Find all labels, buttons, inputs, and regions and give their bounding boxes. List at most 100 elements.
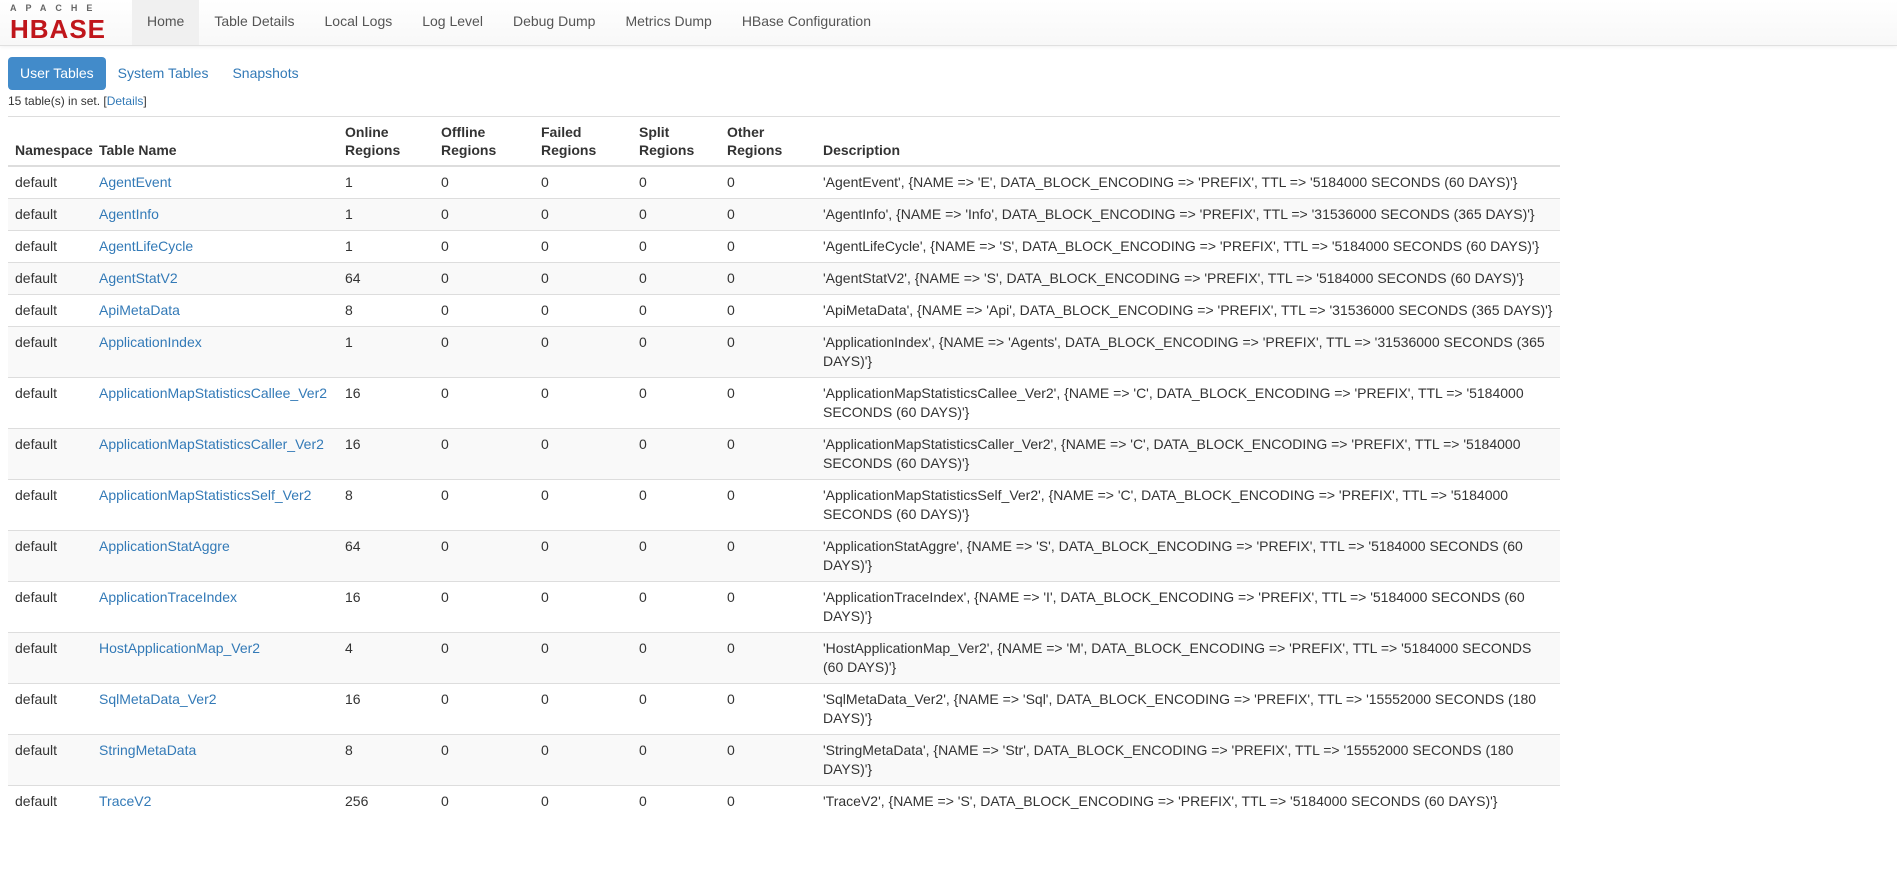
col-online-regions: Online Regions	[338, 116, 434, 167]
table-link[interactable]: AgentInfo	[99, 206, 159, 222]
tab-snapshots[interactable]: Snapshots	[232, 65, 299, 81]
cell-table-name: SqlMetaData_Ver2	[94, 683, 338, 735]
cell-other-regions: 0	[720, 294, 816, 327]
cell-online-regions: 4	[338, 632, 434, 684]
cell-other-regions: 0	[720, 428, 816, 480]
cell-split-regions: 0	[632, 785, 720, 817]
logo-hbase: HBASE	[10, 14, 107, 44]
cell-online-regions: 64	[338, 530, 434, 582]
cell-description: 'ApplicationTraceIndex', {NAME => 'I', D…	[816, 581, 1560, 633]
table-row: default TraceV2 256 0 0 0 0 'TraceV2', {NAME =>…	[8, 785, 1560, 817]
cell-split-regions: 0	[632, 734, 720, 786]
table-row: default ApplicationMapStatisticsCaller_Ve…	[8, 428, 1560, 480]
table-link[interactable]: ApiMetaData	[99, 302, 180, 318]
cell-namespace: default	[8, 428, 94, 480]
cell-other-regions: 0	[720, 734, 816, 786]
cell-other-regions: 0	[720, 198, 816, 231]
cell-table-name: StringMetaData	[94, 734, 338, 786]
cell-failed-regions: 0	[534, 230, 632, 263]
cell-other-regions: 0	[720, 262, 816, 295]
table-link[interactable]: ApplicationIndex	[99, 334, 202, 350]
table-link[interactable]: StringMetaData	[99, 742, 197, 758]
cell-description: 'ApplicationMapStatisticsCallee_Ver2', {…	[816, 377, 1560, 429]
table-row: default AgentInfo 1 0 0 0 0 'AgentInfo', {NAME …	[8, 198, 1560, 231]
cell-offline-regions: 0	[434, 165, 534, 199]
table-link[interactable]: ApplicationStatAggre	[99, 538, 230, 554]
col-table-name: Table Name	[94, 116, 338, 167]
table-count-text: 15 table(s) in set. [	[8, 94, 107, 108]
table-link[interactable]: AgentEvent	[99, 174, 172, 190]
tab-user-tables[interactable]: User Tables	[8, 57, 106, 90]
cell-split-regions: 0	[632, 326, 720, 378]
table-link[interactable]: AgentStatV2	[99, 270, 178, 286]
cell-description: 'AgentInfo', {NAME => 'Info', DATA_BLOCK…	[816, 198, 1560, 231]
cell-description: 'AgentLifeCycle', {NAME => 'S', DATA_BLO…	[816, 230, 1560, 263]
nav-hbase-configuration[interactable]: HBase Configuration	[741, 13, 871, 29]
cell-namespace: default	[8, 165, 94, 199]
nav-local-logs[interactable]: Local Logs	[324, 13, 393, 29]
col-failed-regions: Failed Regions	[534, 116, 632, 167]
nav-table-details[interactable]: Table Details	[214, 13, 295, 29]
hbase-logo[interactable]: APACHE HBASE	[0, 0, 132, 45]
cell-split-regions: 0	[632, 530, 720, 582]
cell-other-regions: 0	[720, 530, 816, 582]
table-link[interactable]: ApplicationMapStatisticsSelf_Ver2	[99, 487, 312, 503]
cell-split-regions: 0	[632, 683, 720, 735]
cell-other-regions: 0	[720, 632, 816, 684]
cell-namespace: default	[8, 479, 94, 531]
table-row: default ApplicationMapStatisticsCallee_Ve…	[8, 377, 1560, 429]
table-row: default AgentEvent 1 0 0 0 0 'AgentEvent', {NAM…	[8, 165, 1560, 199]
cell-table-name: AgentLifeCycle	[94, 230, 338, 263]
cell-failed-regions: 0	[534, 632, 632, 684]
cell-online-regions: 1	[338, 326, 434, 378]
table-link[interactable]: AgentLifeCycle	[99, 238, 194, 254]
cell-offline-regions: 0	[434, 683, 534, 735]
table-link[interactable]: ApplicationMapStatisticsCallee_Ver2	[99, 385, 328, 401]
cell-description: 'ApplicationIndex', {NAME => 'Agents', D…	[816, 326, 1560, 378]
table-link[interactable]: ApplicationTraceIndex	[99, 589, 238, 605]
table-row: default AgentLifeCycle 1 0 0 0 0 'AgentLifeCycl…	[8, 230, 1560, 263]
col-offline-regions: Offline Regions	[434, 116, 534, 167]
cell-split-regions: 0	[632, 377, 720, 429]
cell-namespace: default	[8, 734, 94, 786]
cell-namespace: default	[8, 683, 94, 735]
nav-debug-dump[interactable]: Debug Dump	[512, 13, 596, 29]
table-link[interactable]: ApplicationMapStatisticsCaller_Ver2	[99, 436, 324, 452]
cell-namespace: default	[8, 198, 94, 231]
cell-failed-regions: 0	[534, 734, 632, 786]
table-link[interactable]: SqlMetaData_Ver2	[99, 691, 217, 707]
cell-description: 'HostApplicationMap_Ver2', {NAME => 'M',…	[816, 632, 1560, 684]
nav-metrics-dump[interactable]: Metrics Dump	[625, 13, 712, 29]
cell-failed-regions: 0	[534, 326, 632, 378]
table-link[interactable]: HostApplicationMap_Ver2	[99, 640, 261, 656]
nav-log-level[interactable]: Log Level	[422, 13, 483, 29]
cell-namespace: default	[8, 230, 94, 263]
cell-table-name: AgentEvent	[94, 165, 338, 199]
cell-other-regions: 0	[720, 377, 816, 429]
table-link[interactable]: TraceV2	[99, 793, 152, 809]
cell-namespace: default	[8, 294, 94, 327]
cell-failed-regions: 0	[534, 198, 632, 231]
table-row: default AgentStatV2 64 0 0 0 0 'AgentStatV2', {…	[8, 262, 1560, 295]
cell-failed-regions: 0	[534, 785, 632, 817]
cell-online-regions: 8	[338, 479, 434, 531]
cell-split-regions: 0	[632, 198, 720, 231]
cell-offline-regions: 0	[434, 326, 534, 378]
cell-split-regions: 0	[632, 479, 720, 531]
cell-description: 'ApiMetaData', {NAME => 'Api', DATA_BLOC…	[816, 294, 1560, 327]
tab-system-tables[interactable]: System Tables	[117, 65, 209, 81]
table-row: default HostApplicationMap_Ver2 4 0 0 0 0 'Host…	[8, 632, 1560, 684]
table-row: default StringMetaData 8 0 0 0 0 'StringMetaDat…	[8, 734, 1560, 786]
cell-offline-regions: 0	[434, 262, 534, 295]
cell-failed-regions: 0	[534, 294, 632, 327]
details-link[interactable]: Details	[106, 94, 144, 108]
cell-offline-regions: 0	[434, 479, 534, 531]
cell-table-name: ApplicationMapStatisticsCaller_Ver2	[94, 428, 338, 480]
cell-description: 'ApplicationMapStatisticsCaller_Ver2', {…	[816, 428, 1560, 480]
table-row: default ApiMetaData 8 0 0 0 0 'ApiMetaData', {N…	[8, 294, 1560, 327]
cell-table-name: ApplicationIndex	[94, 326, 338, 378]
table-row: default ApplicationStatAggre 64 0 0 0 0 'Applic…	[8, 530, 1560, 582]
top-navbar: APACHE HBASE Home Table Details Local Lo…	[0, 0, 1897, 46]
nav-home[interactable]: Home	[132, 0, 200, 45]
cell-description: 'StringMetaData', {NAME => 'Str', DATA_B…	[816, 734, 1560, 786]
